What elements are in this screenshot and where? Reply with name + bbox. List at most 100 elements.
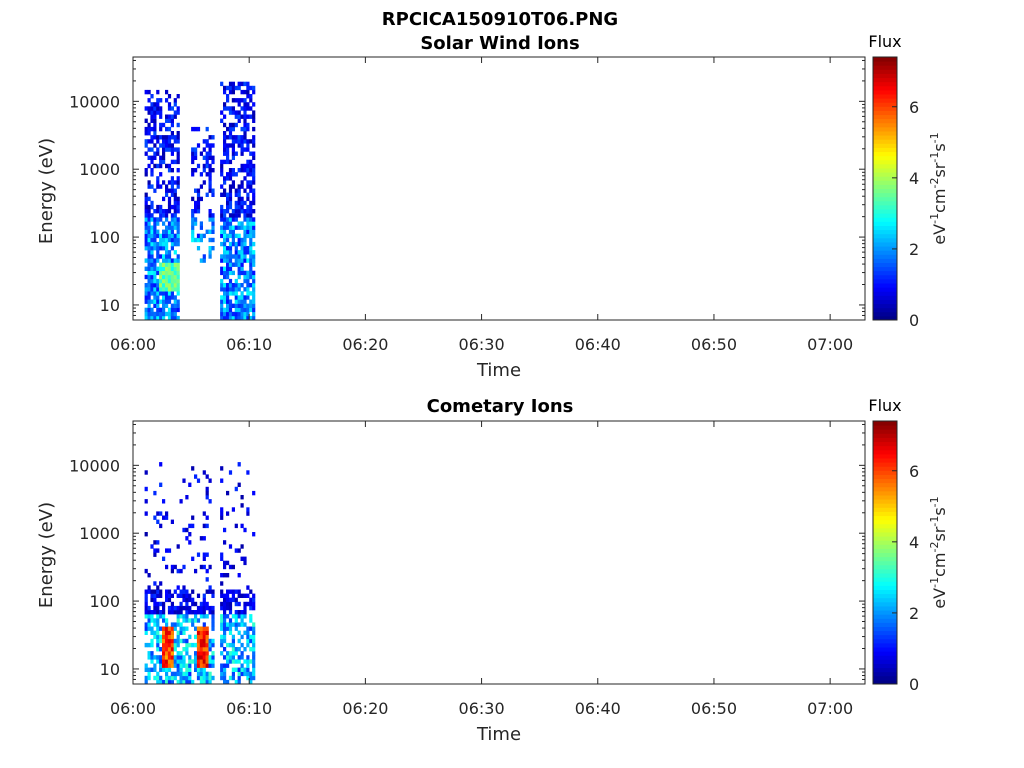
flux-cell: [194, 667, 198, 672]
flux-cell: [249, 258, 253, 263]
flux-cell: [173, 564, 177, 570]
flux-cell: [246, 311, 250, 317]
flux-cell: [205, 647, 209, 652]
flux-cell: [159, 675, 163, 681]
flux-cell: [202, 601, 206, 607]
flux-cell: [234, 122, 238, 128]
flux-cell: [226, 605, 230, 611]
flux-cell: [173, 659, 177, 664]
flux-cell: [234, 188, 238, 193]
flux-cell: [147, 246, 151, 251]
flux-cell: [170, 303, 174, 308]
colorbar-swatch: [873, 299, 897, 305]
flux-cell: [223, 213, 227, 218]
flux-cell: [240, 270, 244, 276]
flux-cell: [234, 548, 238, 553]
flux-cell: [150, 638, 154, 644]
flux-cell: [252, 180, 256, 185]
flux-cell: [231, 147, 235, 152]
colorbar-swatch: [873, 605, 897, 611]
flux-cell: [170, 283, 174, 288]
flux-cell: [223, 671, 227, 677]
flux-cell: [246, 126, 250, 132]
flux-cell: [199, 626, 203, 631]
colorbar-tick-label: 0: [909, 311, 919, 330]
colorbar-swatch: [873, 540, 897, 545]
flux-cell: [144, 597, 148, 603]
flux-cell: [156, 593, 160, 598]
flux-cell: [185, 618, 189, 623]
flux-cell: [194, 200, 198, 206]
flux-cell: [223, 151, 227, 156]
flux-cell: [246, 642, 250, 648]
flux-cell: [223, 622, 227, 627]
flux-cell: [170, 143, 174, 148]
flux-cell: [156, 548, 160, 553]
flux-cell: [246, 221, 250, 226]
flux-cell: [246, 225, 250, 230]
colorbar-swatch: [873, 106, 897, 111]
flux-cell: [237, 287, 241, 292]
flux-cell: [170, 204, 174, 210]
flux-cell: [231, 122, 235, 128]
flux-cell: [156, 585, 160, 590]
flux-cell: [153, 126, 157, 132]
flux-cell: [226, 270, 230, 276]
flux-cell: [179, 626, 183, 631]
flux-cell: [176, 291, 180, 296]
flux-cell: [249, 291, 253, 296]
flux-cell: [226, 204, 230, 210]
flux-cell: [252, 151, 256, 156]
flux-cell: [182, 618, 186, 623]
flux-cell: [147, 626, 151, 631]
flux-cell: [208, 671, 212, 677]
flux-cell: [220, 642, 224, 648]
flux-cell: [234, 622, 238, 627]
flux-cell: [211, 655, 215, 660]
flux-cell: [240, 593, 244, 598]
flux-cell: [252, 647, 256, 652]
flux-cell: [199, 564, 203, 570]
flux-cell: [243, 168, 247, 173]
flux-cell: [147, 155, 151, 160]
flux-cell: [185, 610, 189, 615]
flux-cell: [191, 601, 195, 607]
flux-cell: [167, 102, 172, 107]
panel-title: Solar Wind Ions: [420, 33, 579, 54]
flux-cell: [208, 163, 212, 169]
flux-cell: [240, 295, 244, 300]
flux-cell: [147, 299, 151, 304]
flux-cell: [196, 126, 201, 132]
flux-cell: [156, 180, 160, 185]
flux-cell: [246, 638, 250, 644]
flux-cell: [202, 163, 206, 169]
flux-cell: [156, 163, 160, 169]
flux-cell: [246, 89, 250, 95]
flux-cell: [159, 601, 163, 607]
flux-cell: [223, 601, 227, 607]
flux-cell: [211, 610, 215, 615]
flux-cell: [147, 311, 151, 317]
flux-cell: [153, 241, 157, 247]
flux-cell: [208, 610, 212, 615]
flux-cell: [144, 470, 148, 475]
flux-cell: [188, 663, 192, 668]
flux-cell: [162, 147, 166, 152]
flux-cell: [205, 671, 209, 677]
flux-cell: [165, 597, 169, 603]
flux-cell: [246, 102, 250, 107]
flux-cell: [202, 679, 206, 685]
colorbar-swatch: [873, 270, 897, 276]
flux-cell: [194, 634, 198, 640]
flux-cell: [199, 258, 203, 263]
flux-cell: [223, 241, 227, 247]
flux-cell: [243, 560, 247, 566]
colorbar-frame: [872, 56, 898, 321]
colorbar-swatch: [873, 453, 897, 459]
colorbar-swatch: [873, 536, 897, 541]
flux-cell: [150, 106, 154, 111]
flux-cell: [159, 482, 163, 487]
flux-cell: [228, 287, 233, 292]
flux-cell: [220, 270, 224, 276]
colorbar-swatch: [873, 258, 897, 263]
